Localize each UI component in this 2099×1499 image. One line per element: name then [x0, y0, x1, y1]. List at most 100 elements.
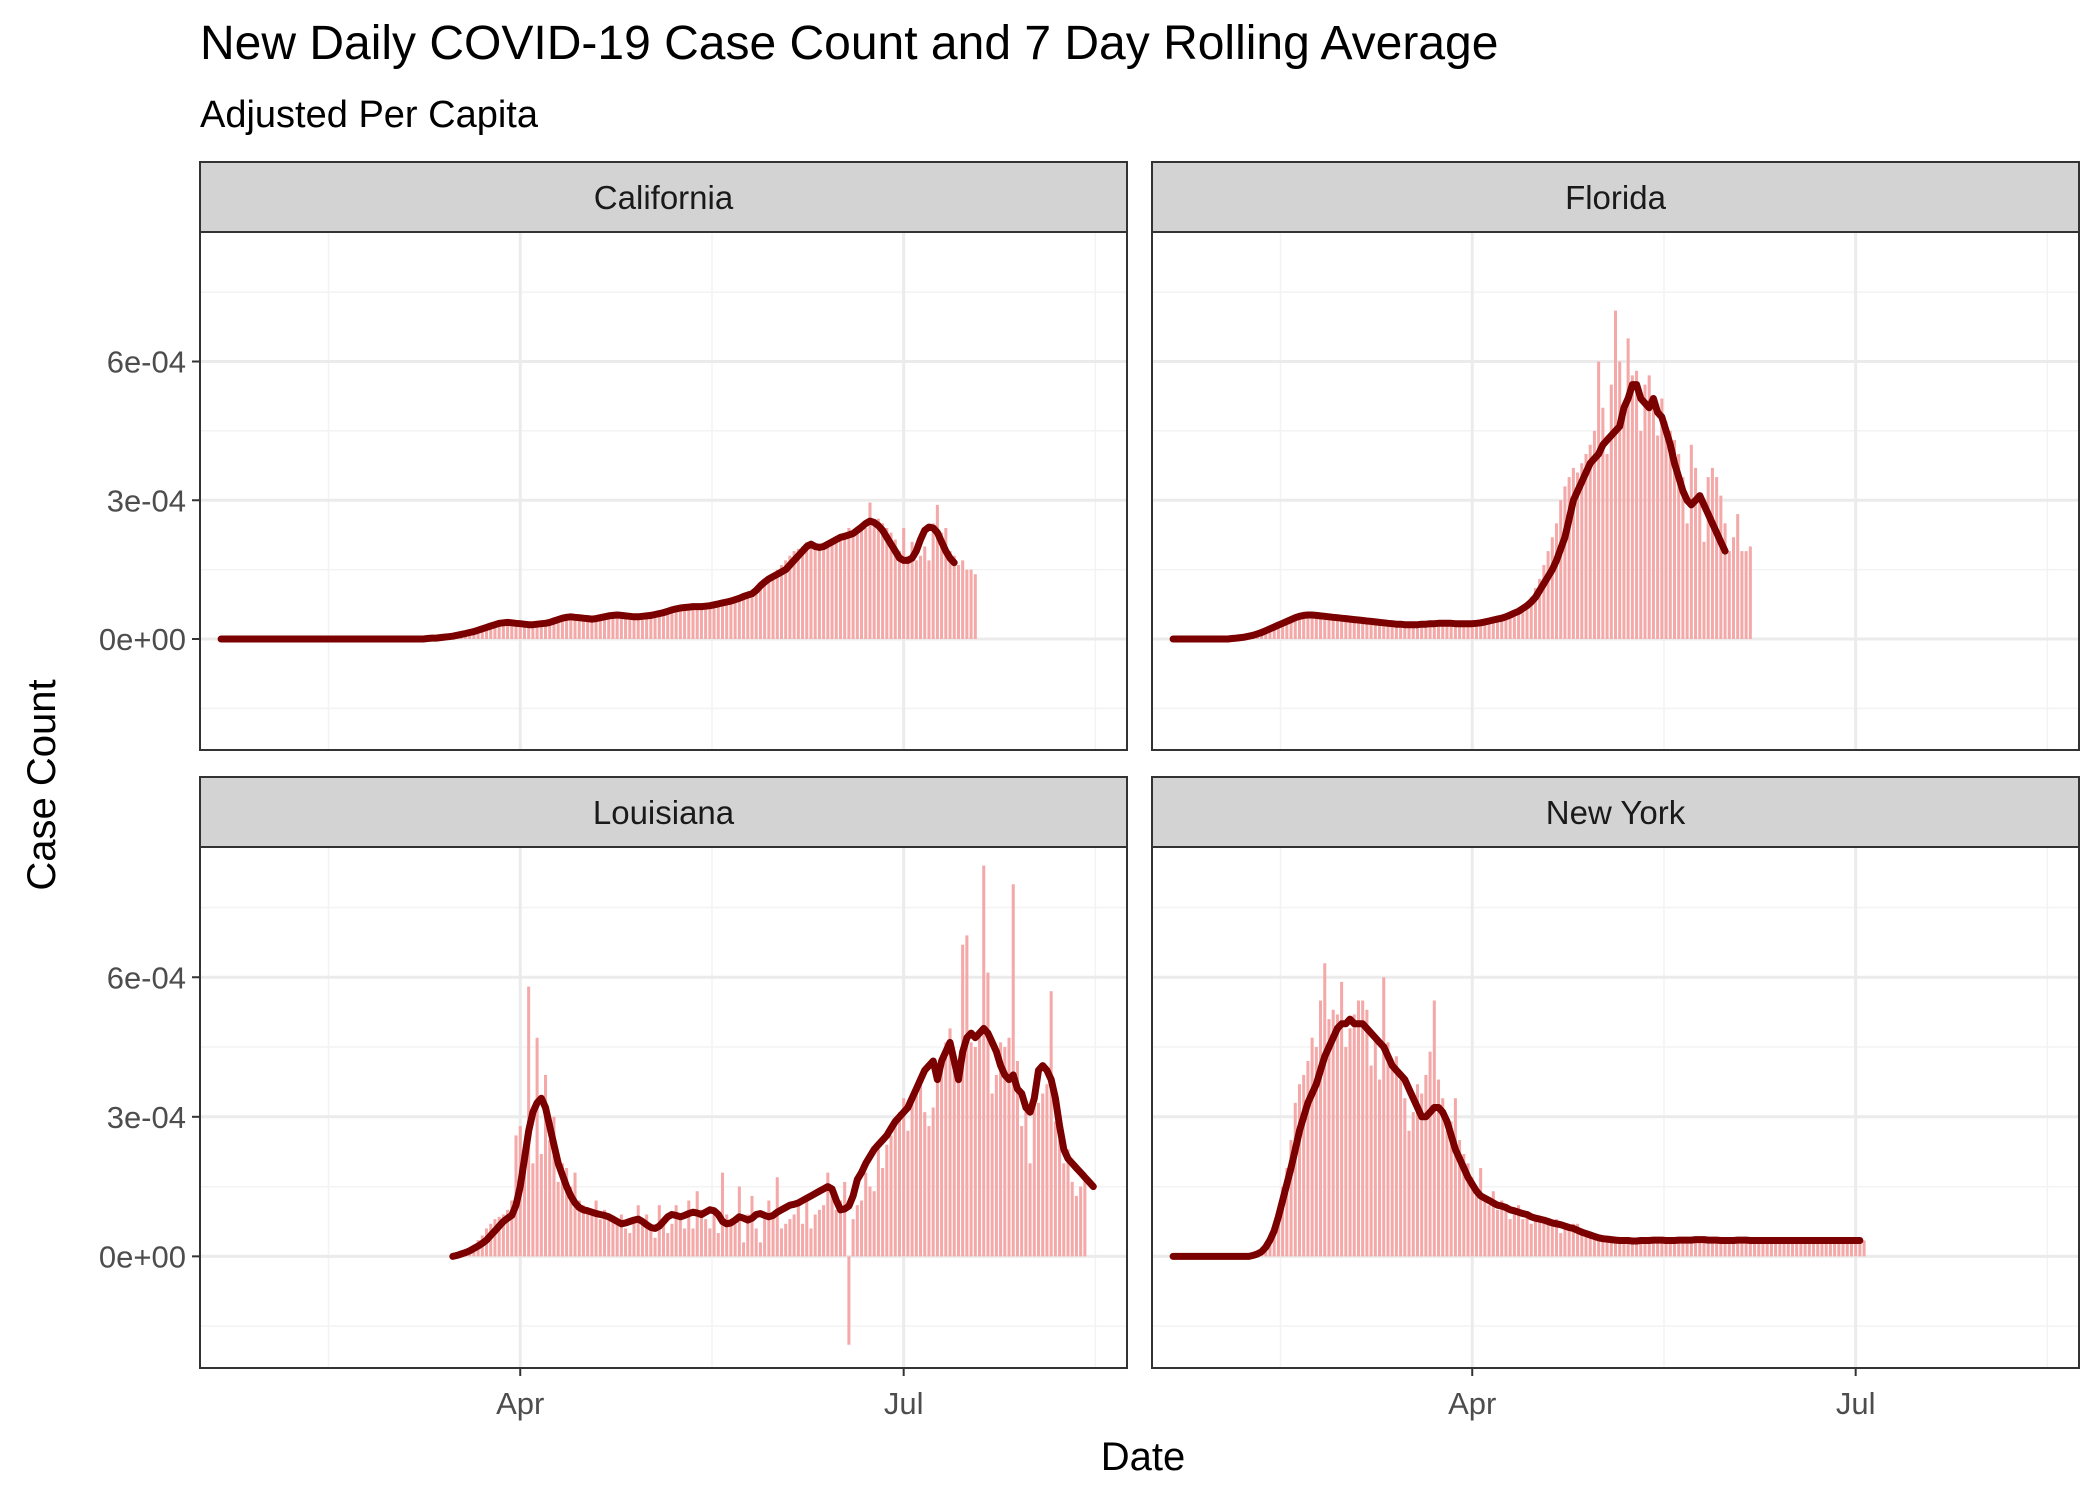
- daily-case-bar: [1533, 588, 1537, 639]
- daily-case-bar: [522, 1154, 526, 1257]
- daily-case-bar: [914, 1088, 918, 1257]
- daily-case-bar: [1765, 1239, 1769, 1257]
- daily-case-bar: [1601, 1240, 1605, 1257]
- daily-case-bar: [1369, 1065, 1373, 1257]
- daily-case-bar: [813, 544, 817, 639]
- daily-case-bar: [548, 1140, 552, 1257]
- daily-case-bar: [1420, 1093, 1424, 1257]
- daily-case-bar: [1382, 977, 1386, 1257]
- daily-case-bar: [1521, 1219, 1525, 1257]
- daily-case-bar: [1799, 1240, 1803, 1257]
- daily-case-bar: [1079, 1186, 1083, 1257]
- daily-case-bar: [990, 1093, 994, 1257]
- x-tick-label: Apr: [1448, 1386, 1496, 1421]
- daily-case-bar: [1306, 1060, 1310, 1257]
- daily-case-bar: [1458, 1140, 1462, 1257]
- daily-case-bar: [1285, 1167, 1289, 1257]
- daily-case-bar: [881, 523, 885, 639]
- daily-case-bar: [729, 601, 733, 639]
- daily-case-bar: [1373, 621, 1377, 639]
- daily-case-bar: [1293, 617, 1297, 639]
- daily-case-bar: [860, 1200, 864, 1257]
- daily-case-bar: [1428, 623, 1432, 639]
- daily-case-bar: [851, 532, 855, 639]
- daily-case-bar: [809, 541, 813, 639]
- daily-case-bar: [1841, 1241, 1845, 1257]
- daily-case-bar: [1508, 1219, 1512, 1257]
- daily-case-bar: [885, 1144, 889, 1257]
- daily-case-bar: [1681, 1240, 1685, 1257]
- daily-case-bar: [1062, 1163, 1066, 1257]
- daily-case-bar: [1053, 1121, 1057, 1257]
- facet-strip-label: Louisiana: [593, 794, 735, 831]
- daily-case-bar: [885, 528, 889, 639]
- daily-case-bar: [754, 592, 758, 639]
- daily-case-bar: [602, 1209, 607, 1257]
- daily-case-bar: [1302, 615, 1306, 639]
- daily-case-bar: [1584, 1233, 1588, 1257]
- daily-case-bar: [1032, 1088, 1036, 1257]
- daily-case-bar: [948, 1028, 952, 1257]
- daily-case-bar: [1281, 623, 1285, 639]
- daily-case-bar: [1689, 444, 1693, 639]
- daily-case-bar: [1276, 625, 1280, 639]
- daily-case-bar: [948, 551, 952, 639]
- daily-case-bar: [1386, 1042, 1390, 1257]
- daily-case-bar: [1369, 621, 1373, 639]
- daily-case-bar: [910, 1093, 914, 1257]
- daily-case-bar: [527, 624, 531, 639]
- daily-case-bar: [640, 1223, 644, 1257]
- daily-case-bar: [510, 622, 514, 639]
- daily-case-bar: [1618, 361, 1622, 639]
- daily-case-bar: [1302, 1074, 1306, 1257]
- daily-case-bar: [661, 612, 666, 639]
- daily-case-bar: [1356, 620, 1360, 639]
- daily-case-bar: [1319, 1000, 1323, 1257]
- daily-case-bar: [931, 523, 935, 639]
- daily-case-bar: [1626, 338, 1630, 639]
- daily-case-bar: [1525, 1214, 1529, 1257]
- daily-case-bar: [594, 1200, 598, 1257]
- daily-case-bar: [1525, 604, 1529, 639]
- daily-case-bar: [1420, 624, 1424, 639]
- daily-case-bar: [1761, 1241, 1765, 1257]
- panel-border: [1151, 846, 2080, 1369]
- daily-case-bar: [1748, 546, 1752, 639]
- daily-case-bar: [847, 528, 851, 639]
- daily-case-bar: [539, 1154, 543, 1257]
- daily-case-bar: [1449, 1121, 1453, 1257]
- daily-case-bar: [1731, 1240, 1735, 1257]
- daily-case-bar: [1466, 623, 1470, 639]
- daily-case-bar: [615, 1223, 619, 1257]
- daily-case-bar: [1474, 623, 1478, 639]
- daily-case-bar: [1723, 1241, 1727, 1257]
- daily-case-bar: [1731, 537, 1735, 639]
- daily-case-bar: [628, 616, 632, 639]
- daily-case-bar: [1656, 1240, 1660, 1257]
- daily-case-bar: [830, 1191, 834, 1257]
- daily-case-bar: [489, 626, 493, 639]
- daily-case-bar: [1327, 616, 1331, 639]
- daily-case-bar: [1036, 1102, 1041, 1257]
- daily-case-bar: [906, 1130, 910, 1257]
- daily-case-bar: [1074, 1195, 1078, 1257]
- facet-strip: [199, 161, 1128, 233]
- daily-case-bar: [940, 1060, 944, 1257]
- daily-case-bar: [640, 616, 644, 639]
- facet-panel-new-york: New York Apr Jul: [1151, 776, 2080, 1421]
- daily-case-bar: [1702, 541, 1706, 639]
- daily-case-bar: [501, 622, 505, 639]
- daily-case-bar: [771, 574, 775, 639]
- daily-case-bar: [872, 523, 876, 639]
- daily-case-bar: [497, 1216, 501, 1257]
- daily-case-bar: [1479, 622, 1483, 639]
- daily-case-bar: [1424, 1074, 1428, 1257]
- daily-case-bar: [935, 1079, 939, 1257]
- daily-case-bar: [1348, 619, 1352, 639]
- daily-case-bar: [598, 617, 602, 639]
- daily-case-bar: [838, 1200, 842, 1257]
- daily-case-bar: [581, 1205, 585, 1257]
- daily-case-bar: [565, 1167, 569, 1257]
- daily-case-bar: [830, 541, 834, 639]
